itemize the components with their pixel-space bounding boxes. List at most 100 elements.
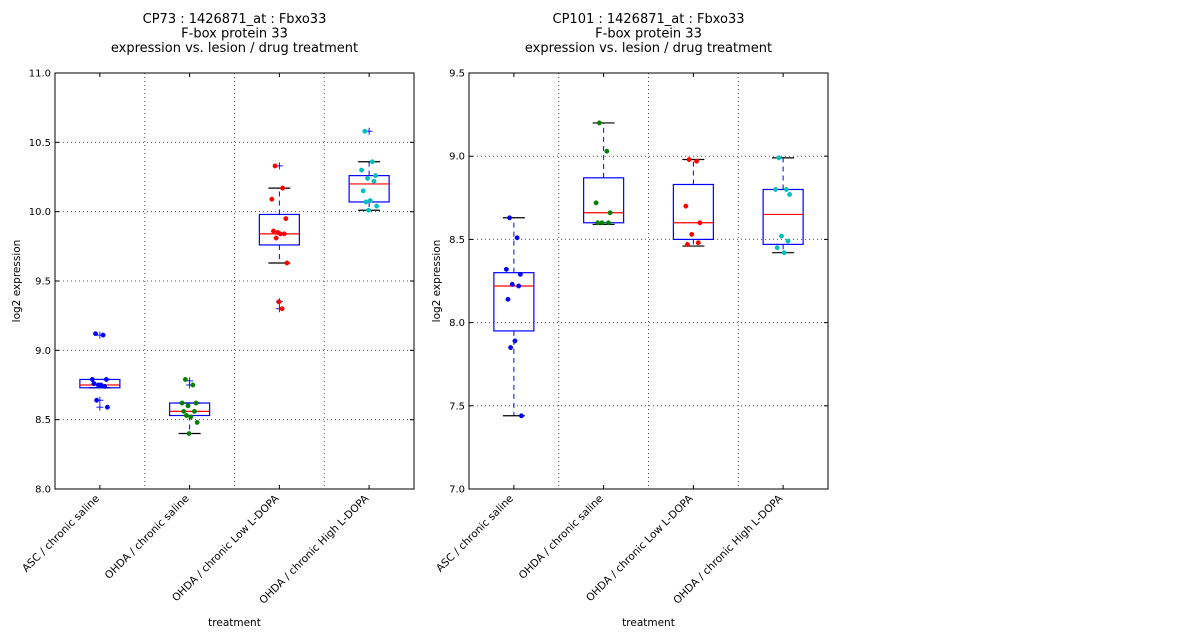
chart-title: expression vs. lesion / drug treatment: [525, 41, 772, 56]
data-point: [773, 187, 779, 192]
data-point: [697, 220, 703, 226]
data-point: [98, 382, 104, 388]
chart-title: expression vs. lesion / drug treatment: [111, 41, 358, 56]
data-point: [507, 215, 513, 221]
data-point: [363, 199, 369, 205]
data-point: [279, 306, 285, 312]
box-group: [79, 331, 121, 411]
data-point: [783, 187, 789, 192]
data-point: [785, 238, 791, 244]
data-point: [686, 157, 692, 162]
data-point: [505, 296, 511, 302]
data-point: [273, 235, 279, 241]
box: [493, 272, 535, 332]
data-point: [269, 196, 275, 202]
data-point: [271, 228, 276, 234]
data-point: [774, 245, 780, 251]
data-point: [362, 128, 368, 134]
data-point: [599, 220, 605, 226]
chart-title: F-box protein 33: [595, 27, 702, 42]
data-point: [787, 192, 793, 197]
x-axis-label: treatment: [622, 617, 675, 629]
data-point: [365, 175, 370, 181]
ytick-label: 10.0: [29, 207, 51, 218]
box-group: [493, 215, 535, 419]
data-point: [91, 381, 97, 387]
data-point: [192, 408, 197, 414]
data-point: [695, 240, 701, 246]
xtick-label: ASC / chronic saline: [20, 493, 102, 575]
box-group: [348, 127, 390, 213]
box: [583, 177, 625, 224]
box: [258, 213, 300, 246]
box: [672, 183, 714, 241]
data-point: [779, 233, 784, 239]
data-point: [283, 216, 289, 222]
chart-title: CP101 : 1426871_at : Fbxo33: [553, 12, 745, 27]
box-group: [583, 120, 625, 226]
data-point: [272, 163, 278, 169]
data-point: [103, 377, 109, 382]
data-point: [689, 231, 695, 237]
data-point: [360, 188, 366, 194]
xtick-label: OHDA / chronic High L-DOPA: [257, 492, 372, 607]
data-point: [359, 167, 365, 173]
data-point: [186, 431, 192, 436]
data-point: [194, 419, 200, 425]
data-point: [509, 281, 515, 287]
xtick-label: ASC / chronic saline: [434, 493, 516, 575]
data-point: [369, 159, 375, 165]
data-point: [190, 382, 196, 388]
ytick-label: 9.5: [449, 69, 465, 80]
box: [79, 378, 121, 389]
box-group: [258, 162, 300, 313]
data-point: [280, 185, 286, 191]
box-group: [672, 157, 714, 247]
data-point: [371, 178, 377, 184]
ytick-label: 8.0: [35, 485, 51, 496]
data-point: [193, 400, 199, 406]
data-point: [183, 413, 189, 418]
data-point: [685, 241, 690, 247]
data-point: [781, 250, 787, 256]
ytick-label: 8.0: [449, 318, 465, 329]
data-point: [367, 198, 373, 204]
data-point: [596, 120, 602, 126]
xtick-label: OHDA / chronic saline: [103, 493, 192, 582]
data-point: [179, 400, 185, 406]
xtick-label: OHDA / chronic saline: [517, 493, 606, 582]
ytick-label: 10.5: [29, 138, 51, 149]
data-point: [374, 203, 380, 209]
ytick-label: 7.0: [449, 485, 465, 496]
data-point: [517, 271, 523, 277]
data-point: [595, 220, 601, 226]
data-point: [512, 338, 518, 344]
ytick-label: 8.5: [35, 415, 51, 426]
y-axis-label: log2 expression: [431, 240, 443, 323]
data-point: [683, 203, 689, 209]
data-point: [278, 231, 283, 237]
chart-title: F-box protein 33: [181, 27, 288, 42]
data-point: [188, 414, 194, 420]
ytick-label: 9.5: [35, 277, 51, 288]
xtick-label: OHDA / chronic Low L-DOPA: [584, 492, 696, 604]
ytick-label: 9.0: [35, 346, 51, 357]
data-point: [100, 332, 106, 338]
data-point: [694, 158, 700, 164]
y-axis-label: log2 expression: [11, 240, 23, 323]
outlier-marker: [96, 403, 104, 411]
data-point: [593, 200, 599, 206]
axes-frame: [468, 72, 829, 490]
data-point: [604, 148, 610, 154]
data-point: [366, 207, 372, 213]
box: [762, 188, 804, 245]
ytick-label: 7.5: [449, 401, 465, 412]
data-point: [508, 345, 514, 351]
chart-title: CP73 : 1426871_at : Fbxo33: [143, 12, 327, 27]
data-point: [104, 404, 110, 410]
data-point: [776, 155, 782, 161]
data-point: [185, 403, 191, 409]
data-point: [607, 210, 613, 216]
